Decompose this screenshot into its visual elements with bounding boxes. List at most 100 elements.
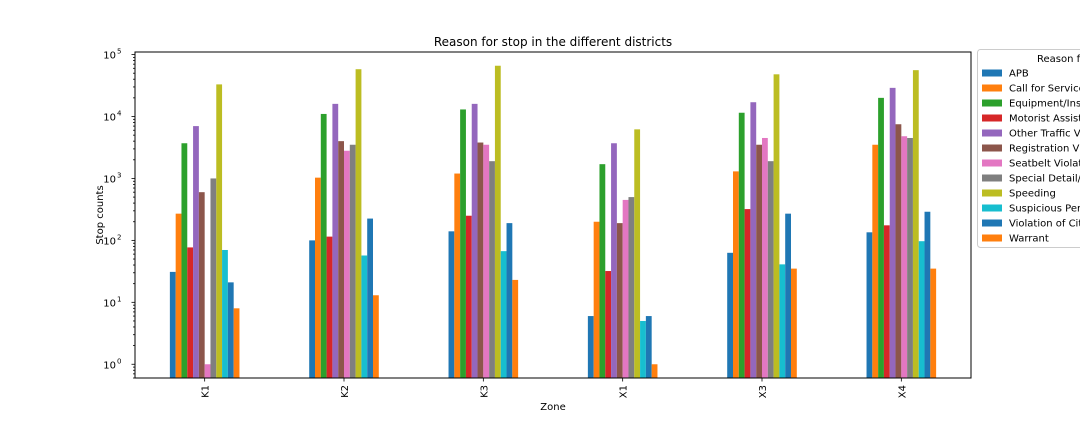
- bar-k2-9: [355, 69, 362, 378]
- legend-label-8: Special Detail/: [1009, 174, 1080, 185]
- legend-swatch-11: [982, 219, 1002, 227]
- x-tick-label-k2: K2: [340, 385, 351, 398]
- legend-swatch-8: [982, 174, 1002, 182]
- bar-k3-7: [483, 144, 490, 378]
- x-tick-label-x3: X3: [758, 385, 769, 398]
- plot-frame: [134, 51, 972, 379]
- bar-k1-10: [222, 249, 228, 378]
- legend-swatch-9: [982, 189, 1002, 197]
- x-tick-label-k1: K1: [201, 385, 212, 398]
- bar-x4-3: [878, 97, 884, 379]
- bar-x4-8: [907, 137, 913, 378]
- x-axis-label: Zone: [540, 402, 565, 413]
- y-tick-exponent: 2: [117, 233, 121, 241]
- bar-k3-6: [477, 142, 484, 378]
- legend-swatch-2: [982, 84, 1002, 92]
- y-tick-exponent: 0: [117, 357, 121, 365]
- legend-swatch-7: [982, 159, 1002, 167]
- legend-label-10: Suspicious Per: [1009, 204, 1080, 215]
- x-tick-label-k3: K3: [479, 385, 490, 398]
- legend-swatch-5: [982, 129, 1002, 137]
- legend-swatch-1: [982, 69, 1002, 77]
- bar-x1-2: [593, 221, 600, 378]
- bar-x4-10: [918, 241, 925, 378]
- x-tick-label-x4: X4: [897, 385, 908, 398]
- legend-label-2: Call for Service: [1009, 84, 1080, 95]
- bar-k1-1: [169, 271, 176, 378]
- bar-x3-7: [762, 137, 768, 378]
- bar-x3-6: [756, 144, 762, 378]
- legend-label-5: Other Traffic V: [1009, 129, 1080, 140]
- legend-title: Reason f: [1037, 54, 1080, 65]
- bar-x3-3: [738, 112, 745, 379]
- legend-label-7: Seatbelt Violat: [1009, 159, 1080, 170]
- y-tick-exponent: 4: [117, 110, 122, 118]
- bar-k1-11: [227, 282, 234, 378]
- bar-k3-9: [494, 65, 501, 379]
- bar-x1-3: [599, 164, 606, 378]
- bar-x4-2: [872, 144, 879, 378]
- legend-swatch-4: [982, 114, 1002, 122]
- bar-k1-4: [187, 247, 194, 378]
- x-axis: K1 K2 K3 X1 X3 X4: [201, 378, 908, 398]
- y-tick-label: 10: [103, 360, 116, 371]
- bar-k2-7: [344, 150, 350, 378]
- bar-k3-5: [471, 103, 478, 379]
- bar-x4-6: [895, 124, 902, 379]
- bar-x1-9: [634, 129, 641, 378]
- bar-k2-12: [373, 295, 379, 378]
- legend-label-11: Violation of Cit: [1009, 219, 1080, 230]
- bar-x3-12: [791, 268, 797, 378]
- bar-x4-4: [883, 225, 890, 378]
- bar-k3-2: [454, 173, 461, 378]
- bar-k3-1: [448, 231, 455, 378]
- bar-x3-9: [773, 74, 780, 378]
- bar-k2-8: [349, 144, 356, 378]
- bar-x1-10: [640, 320, 646, 378]
- bar-k2-1: [309, 240, 315, 378]
- bar-k2-4: [326, 236, 333, 378]
- bar-x1-4: [605, 271, 612, 378]
- bar-k2-11: [367, 218, 373, 378]
- bar-k1-6: [198, 192, 205, 378]
- x-tick-label-x1: X1: [619, 385, 630, 398]
- bar-x3-11: [785, 213, 791, 378]
- bar-k3-4: [465, 215, 472, 378]
- bar-x4-7: [901, 136, 908, 378]
- bar-x3-8: [767, 161, 774, 378]
- bar-k2-5: [332, 103, 339, 379]
- bar-k2-2: [315, 177, 321, 378]
- bar-x1-7: [622, 199, 629, 378]
- bar-x4-12: [930, 268, 937, 378]
- bar-x1-1: [587, 316, 594, 378]
- bar-x4-1: [866, 232, 873, 378]
- y-tick-label: 10: [103, 298, 116, 309]
- bar-x3-5: [750, 102, 757, 378]
- y-tick-exponent: 3: [117, 171, 121, 179]
- bar-k1-3: [181, 143, 188, 378]
- y-tick-label: 10: [103, 174, 116, 185]
- legend-label-12: Warrant: [1009, 234, 1049, 245]
- bar-x3-2: [733, 171, 739, 378]
- legend-label-9: Speeding: [1009, 189, 1056, 200]
- bar-x1-5: [611, 143, 617, 378]
- bar-x1-8: [628, 197, 635, 378]
- bar-k1-2: [175, 213, 182, 378]
- bar-k1-8: [210, 178, 217, 378]
- bar-k3-12: [512, 279, 519, 378]
- legend-label-1: APB: [1009, 69, 1029, 80]
- legend: Reason f APB Call for Service Equipment/Ins…: [977, 49, 1080, 248]
- bar-k3-3: [460, 109, 466, 378]
- legend-swatch-6: [982, 144, 1002, 152]
- bar-k1-9: [216, 84, 223, 378]
- bar-x1-11: [645, 316, 652, 378]
- legend-label-3: Equipment/Ins: [1009, 99, 1080, 110]
- bar-k1-5: [193, 126, 199, 378]
- legend-frame: [977, 49, 1080, 248]
- bar-k1-7: [204, 364, 211, 378]
- bar-k2-6: [338, 141, 344, 378]
- legend-label-6: Registration V: [1009, 144, 1079, 155]
- y-axis-label: Stop counts: [95, 185, 106, 244]
